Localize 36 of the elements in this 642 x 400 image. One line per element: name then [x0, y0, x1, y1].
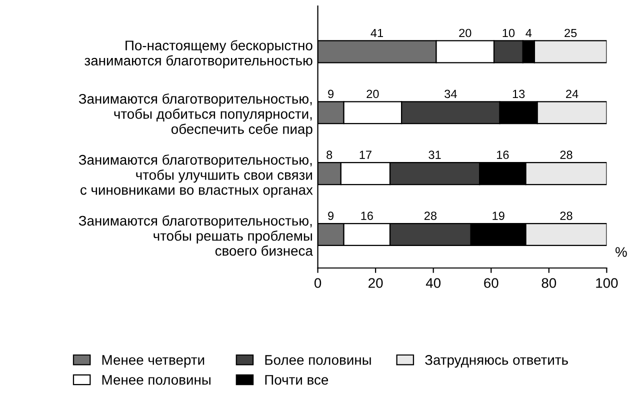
data-label: 9 [328, 212, 334, 220]
data-label: 19 [492, 212, 504, 220]
data-label: 20 [459, 28, 472, 38]
data-label: 13 [512, 90, 525, 98]
x-tick-label: 20 [368, 278, 383, 288]
legend-label: Почти все [265, 375, 328, 385]
data-label: 8 [326, 150, 332, 160]
y-tick-label: Занимаются благотворительностью, чтобы добиться популярности, обеспечить себе пиар [78, 93, 312, 137]
x-tick-label: 60 [484, 278, 498, 288]
legend-label: Затрудняюсь ответить [425, 355, 568, 368]
data-label: 9 [328, 90, 334, 98]
data-label: 20 [366, 90, 379, 98]
data-label: 41 [370, 28, 384, 38]
data-label: 28 [560, 212, 572, 220]
data-label: 10 [502, 28, 515, 38]
data-label: 4 [526, 28, 532, 38]
data-label: 24 [566, 90, 578, 98]
x-tick-label: 80 [542, 278, 556, 288]
legend-label: Менее четверти [102, 355, 204, 368]
x-axis-title: % [616, 247, 627, 257]
y-tick-label: По-настоящему бескорыстно занимаются благотворительностью [84, 40, 312, 68]
data-label: 17 [360, 150, 372, 159]
data-label: 34 [444, 90, 457, 98]
data-label: 16 [497, 150, 509, 160]
data-label: 25 [564, 28, 577, 38]
legend-label: Более половины [265, 355, 371, 365]
x-tick-label: 40 [426, 278, 441, 288]
x-tick-label: 0 [314, 278, 322, 288]
y-tick-label: Занимаются благотворительностью, чтобы улучшить свои связи с чиновниками во властных органах [78, 154, 313, 198]
legend-label: Менее половины [102, 375, 210, 385]
y-tick-label: Занимаются благотворительностью, чтобы решать проблемы своего бизнеса [78, 215, 313, 256]
x-tick-label: 100 [596, 278, 618, 288]
data-label: 31 [428, 150, 441, 160]
data-label: 28 [424, 212, 437, 220]
data-label: 28 [560, 150, 572, 160]
data-label: 16 [361, 212, 373, 220]
